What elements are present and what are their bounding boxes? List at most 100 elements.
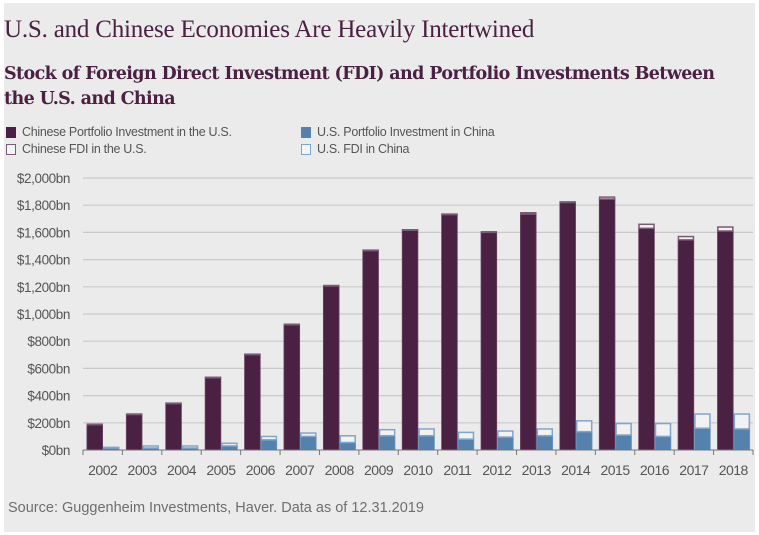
- y-tick-label: $400bn: [27, 389, 70, 404]
- chinese-fdi-bar: [165, 402, 182, 405]
- x-tick-label: 2006: [246, 462, 276, 478]
- us-portfolio-bar: [418, 435, 435, 451]
- y-axis-tick-labels: $0bn $200bn $400bn $600bn $800bn $1,000bn $1,2…: [17, 171, 71, 458]
- chinese-portfolio-bar: [638, 227, 655, 451]
- x-tick-label: 2015: [600, 462, 630, 478]
- legend-swatch-chinese-portfolio: [6, 126, 16, 138]
- chinese-fdi-bar: [322, 284, 340, 287]
- x-tick-label: 2012: [482, 462, 512, 478]
- y-tick-label: $0bn: [42, 443, 70, 458]
- x-tick-label: 2003: [128, 462, 158, 478]
- us-portfolio-bar: [536, 435, 554, 451]
- us-fdi-bar: [615, 422, 632, 436]
- chinese-fdi-bar: [283, 323, 301, 326]
- x-tick-label: 2013: [522, 462, 552, 478]
- us-portfolio-bar: [378, 435, 396, 451]
- chinese-portfolio-bar: [165, 402, 182, 451]
- us-fdi-bar: [497, 430, 514, 438]
- x-tick-label: 2014: [561, 462, 591, 478]
- us-fdi-bar: [457, 431, 475, 440]
- y-tick-label: $200bn: [27, 416, 70, 431]
- us-portfolio-bar: [457, 438, 475, 451]
- us-fdi-bar: [378, 428, 396, 437]
- legend-swatch-us-portfolio: [301, 126, 311, 138]
- chinese-portfolio-bar: [401, 229, 419, 451]
- chinese-portfolio-bar: [598, 198, 616, 451]
- us-portfolio-bar: [339, 442, 356, 451]
- legend-item-chinese-fdi: Chinese FDI in the U.S.: [6, 142, 147, 156]
- us-fdi-bar: [694, 413, 711, 429]
- chinese-fdi-bar: [86, 423, 103, 426]
- legend-swatch-chinese-fdi: [6, 143, 16, 155]
- chinese-fdi-bar: [638, 223, 655, 230]
- us-fdi-bar: [536, 428, 554, 437]
- legend-label: Chinese FDI in the U.S.: [22, 142, 147, 156]
- us-portfolio-bar: [575, 431, 593, 451]
- x-tick-label: 2007: [285, 462, 315, 478]
- chinese-portfolio-bar: [125, 413, 143, 451]
- chinese-fdi-bar: [598, 196, 616, 200]
- chinese-portfolio-bar: [480, 231, 498, 451]
- us-portfolio-bar: [260, 439, 278, 451]
- legend-item-us-portfolio: U.S. Portfolio Investment in China: [301, 125, 495, 139]
- chinese-portfolio-bar: [677, 239, 695, 451]
- us-fdi-bar: [260, 435, 278, 441]
- legend-label: U.S. Portfolio Investment in China: [317, 125, 495, 139]
- y-tick-label: $1,200bn: [17, 280, 70, 295]
- us-fdi-bar: [339, 435, 356, 444]
- x-axis-tick-labels: 2002 2003 2004 2005 2006 2007 2008 2009 2010 2011…: [88, 462, 749, 478]
- chinese-fdi-bar: [520, 212, 537, 215]
- bars: [86, 196, 751, 451]
- x-tick-label: 2004: [167, 462, 197, 478]
- us-fdi-bar: [103, 446, 120, 449]
- legend-swatch-us-fdi: [301, 143, 311, 155]
- chinese-fdi-bar: [125, 413, 143, 416]
- chinese-portfolio-bar: [244, 353, 261, 451]
- x-tick-label: 2018: [719, 462, 749, 478]
- chinese-fdi-bar: [244, 353, 261, 356]
- x-tick-label: 2010: [403, 462, 433, 478]
- chinese-portfolio-bar: [441, 213, 458, 451]
- us-portfolio-bar: [733, 428, 751, 451]
- x-tick-label: 2017: [679, 462, 709, 478]
- y-tick-label: $600bn: [27, 361, 70, 376]
- legend-item-chinese-portfolio: Chinese Portfolio Investment in the U.S.: [6, 125, 232, 139]
- y-tick-label: $1,000bn: [17, 307, 70, 322]
- chinese-fdi-bar: [362, 249, 379, 252]
- us-portfolio-bar: [694, 427, 711, 451]
- x-tick-label: 2005: [206, 462, 236, 478]
- y-tick-label: $2,000bn: [17, 171, 70, 186]
- chinese-portfolio-bar: [86, 423, 104, 451]
- chinese-fdi-bar: [441, 213, 458, 216]
- y-tick-label: $1,800bn: [17, 198, 70, 213]
- chinese-fdi-bar: [204, 376, 222, 379]
- source-note: Source: Guggenheim Investments, Haver. D…: [8, 500, 424, 516]
- us-fdi-bar: [575, 420, 593, 433]
- chinese-fdi-bar: [401, 229, 419, 231]
- chinese-portfolio-bar: [322, 285, 340, 451]
- chinese-portfolio-bar: [520, 213, 537, 451]
- us-fdi-bar: [221, 442, 238, 447]
- y-tick-label: $1,400bn: [17, 253, 70, 268]
- chart-subtitle: Stock of Foreign Direct Investment (FDI)…: [4, 64, 715, 109]
- legend-label: Chinese Portfolio Investment in the U.S.: [22, 125, 232, 139]
- chinese-fdi-bar: [480, 231, 498, 234]
- x-tick-label: 2011: [443, 462, 472, 478]
- chinese-portfolio-bar: [559, 202, 576, 451]
- us-fdi-bar: [654, 422, 672, 438]
- x-tick-label: 2008: [325, 462, 355, 478]
- chinese-portfolio-bar: [717, 230, 734, 451]
- y-tick-label: $1,600bn: [17, 225, 70, 240]
- chinese-portfolio-bar: [362, 249, 379, 451]
- us-portfolio-bar: [497, 436, 514, 451]
- chinese-fdi-bar: [677, 235, 695, 241]
- legend-item-us-fdi: U.S. FDI in China: [301, 142, 409, 156]
- x-tick-label: 2016: [640, 462, 670, 478]
- x-axis: [82, 449, 754, 455]
- legend-label: U.S. FDI in China: [317, 142, 410, 156]
- us-fdi-bar: [181, 445, 199, 449]
- us-fdi-bar: [300, 432, 317, 438]
- chinese-fdi-bar: [717, 226, 734, 232]
- us-fdi-bar: [142, 445, 159, 449]
- us-fdi-bar: [418, 428, 435, 437]
